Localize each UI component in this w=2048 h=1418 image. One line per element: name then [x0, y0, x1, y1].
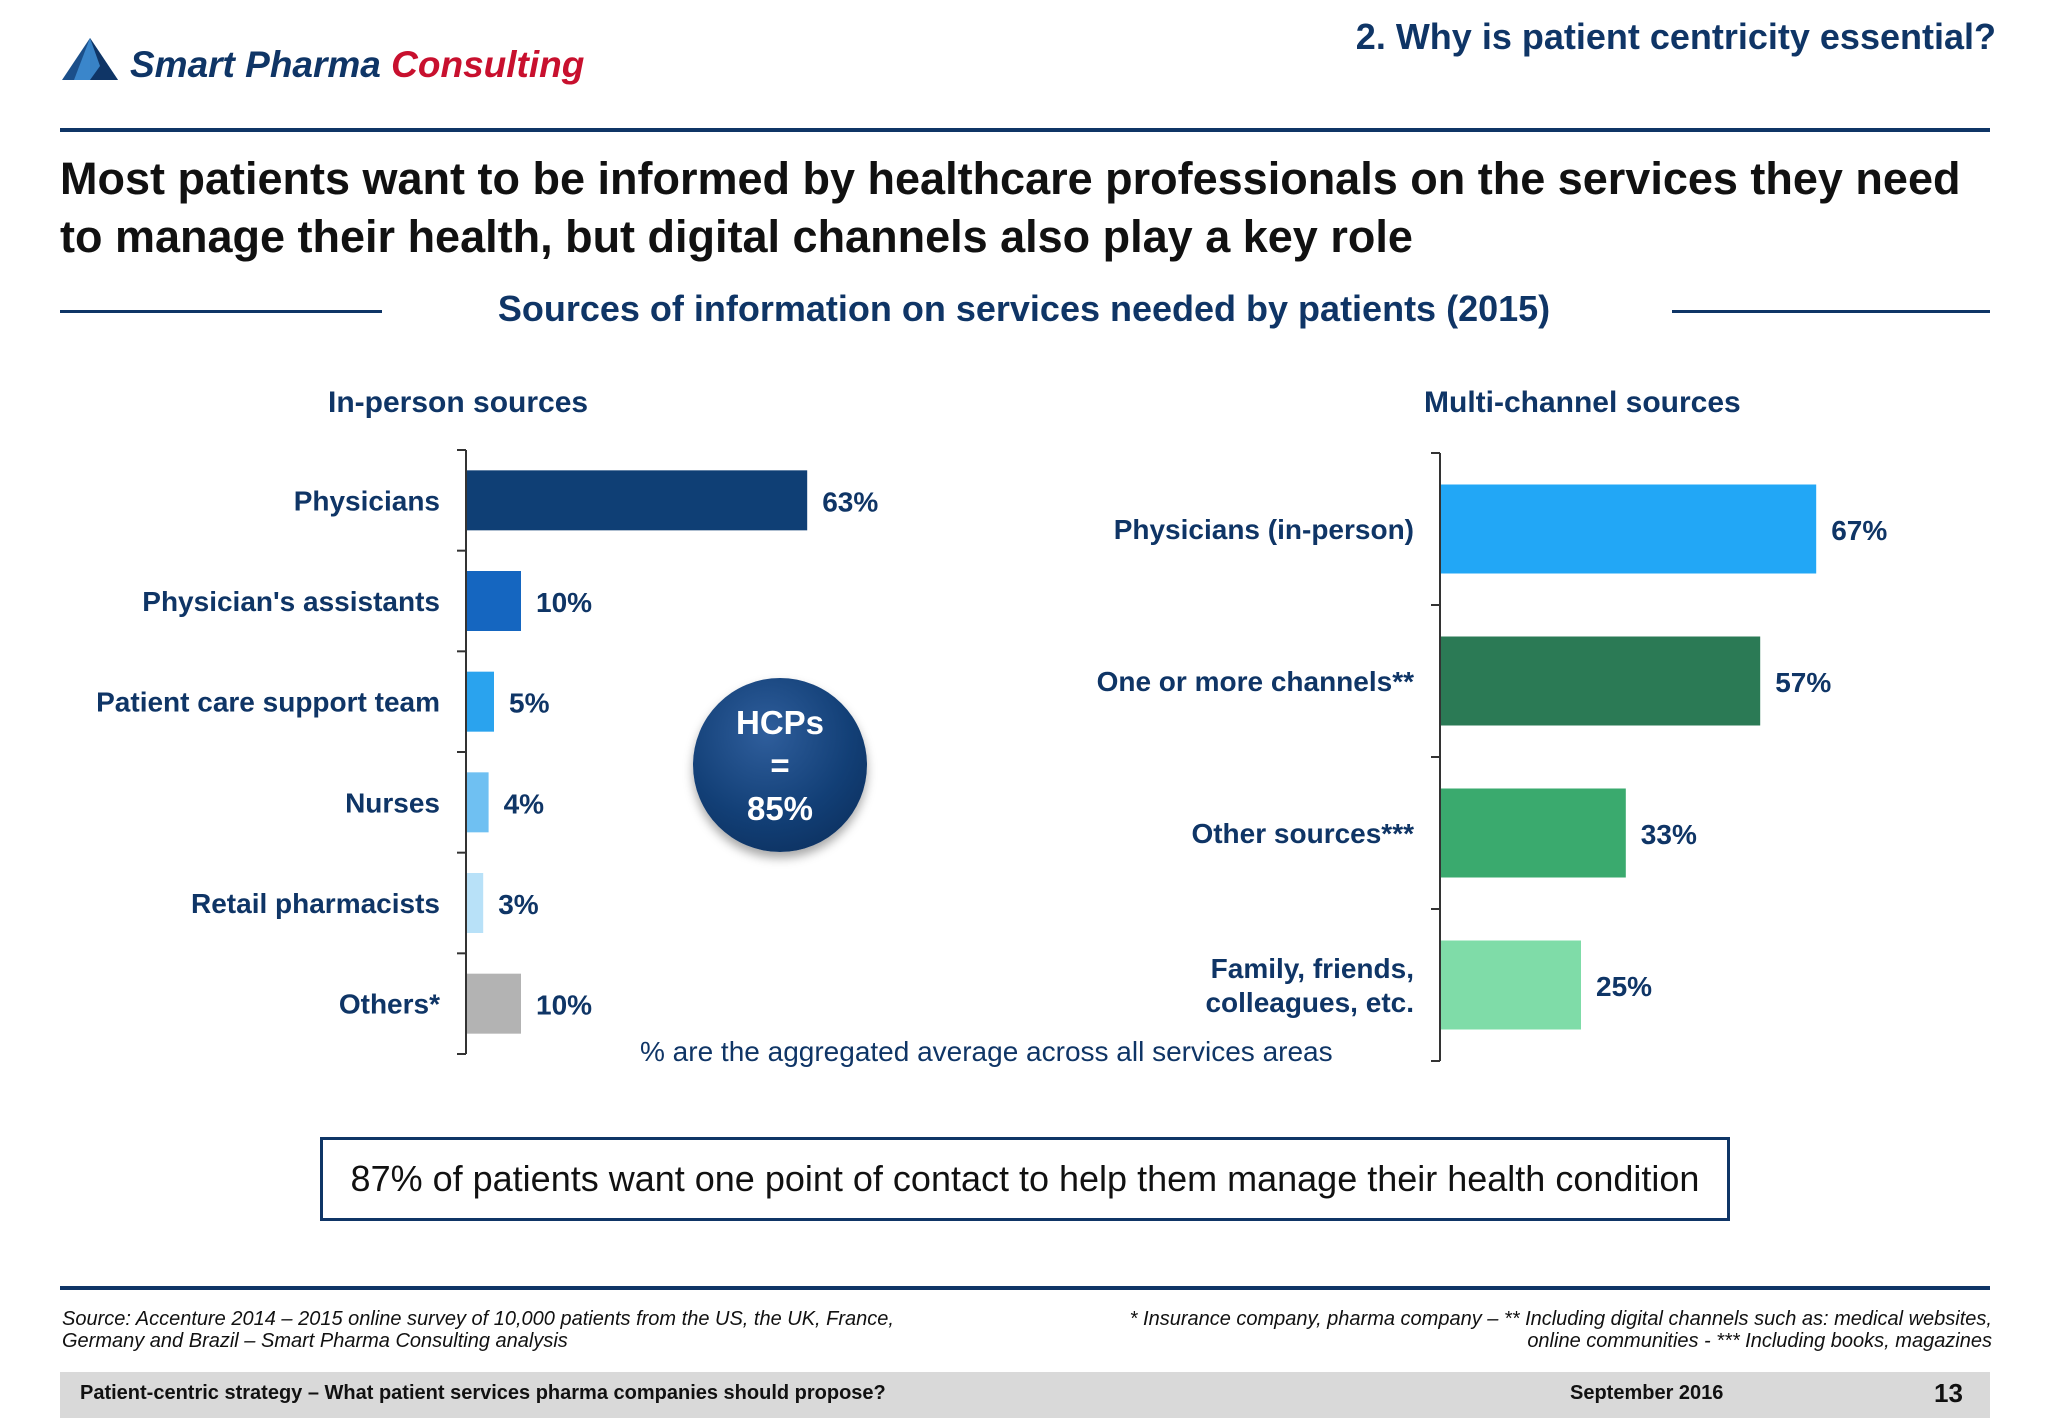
bar-0-5 [467, 973, 521, 1034]
key-finding-callout: 87% of patients want one point of contac… [320, 1137, 1730, 1221]
value-label-0-3: 4% [504, 788, 545, 819]
bar-1-0 [1441, 484, 1817, 574]
category-label-0-1: Physician's assistants [142, 586, 440, 617]
brand-name-part1: Smart Pharma [130, 44, 381, 85]
value-label-0-1: 10% [536, 587, 592, 618]
bar-0-3 [467, 772, 489, 833]
value-label-0-4: 3% [498, 889, 539, 920]
category-label-0-2: Patient care support team [96, 687, 440, 718]
category-label-1-2: Other sources*** [1191, 818, 1414, 849]
hcp-total-bubble: HCPs = 85% [693, 678, 867, 852]
bar-0-0 [467, 470, 808, 531]
hcp-bubble-value: 85% [746, 790, 814, 827]
page-number: 13 [1934, 1378, 1963, 1408]
footer-date: September 2016 [1570, 1382, 1724, 1404]
definitions-line-2: online communities - *** Including books… [1527, 1330, 1992, 1352]
brand-name-part2: Consulting [391, 44, 585, 85]
hcp-bubble-label: HCPs [735, 704, 825, 741]
value-label-0-0: 63% [822, 486, 878, 517]
category-label-0-5: Others* [339, 989, 440, 1020]
triangle-logo-icon [62, 38, 118, 80]
left-panel-title: In-person sources [328, 386, 589, 419]
source-footnote: Source: Accenture 2014 – 2015 online sur… [62, 1308, 1002, 1352]
bar-1-2 [1441, 788, 1626, 878]
bar-0-1 [467, 571, 521, 631]
category-label-0-3: Nurses [345, 787, 440, 818]
brand-logo: Smart Pharma Consulting [60, 36, 660, 96]
subtitle-rule-right [1672, 310, 1990, 313]
footer-bar [60, 1372, 1990, 1418]
value-label-1-0: 67% [1831, 515, 1887, 546]
category-label-1-3-1: colleagues, etc. [1205, 987, 1414, 1018]
category-label-1-1: One or more channels** [1097, 666, 1415, 697]
category-label-0-4: Retail pharmacists [191, 888, 440, 919]
source-line-1: Source: Accenture 2014 – 2015 online sur… [62, 1308, 894, 1330]
value-label-1-1: 57% [1775, 667, 1831, 698]
subtitle-rule-left [60, 310, 382, 313]
source-line-2: Germany and Brazil – Smart Pharma Consul… [62, 1330, 568, 1352]
category-label-0-0: Physicians [294, 485, 440, 516]
key-finding-text: 87% of patients want one point of contac… [350, 1158, 1700, 1199]
aggregation-note: % are the aggregated average across all … [640, 1036, 1333, 1067]
value-label-0-5: 10% [536, 990, 592, 1021]
brand-name: Smart Pharma Consulting [130, 44, 584, 86]
value-label-1-2: 33% [1641, 819, 1697, 850]
bar-0-2 [467, 671, 494, 732]
category-label-1-3-0: Family, friends, [1211, 953, 1414, 984]
hcp-bubble-equals: = [770, 747, 790, 784]
bar-1-1 [1441, 636, 1761, 726]
footer-title: Patient-centric strategy – What patient … [80, 1382, 886, 1404]
bar-0-4 [467, 873, 484, 933]
bar-1-3 [1441, 940, 1581, 1030]
category-label-1-0: Physicians (in-person) [1114, 514, 1414, 545]
definitions-line-1: * Insurance company, pharma company – **… [1129, 1308, 1992, 1330]
chart-subtitle: Sources of information on services neede… [497, 288, 1551, 329]
page-headline: Most patients want to be informed by hea… [60, 153, 1961, 262]
value-label-1-3: 25% [1596, 971, 1652, 1002]
header-divider [60, 128, 1990, 132]
section-title: 2. Why is patient centricity essential? [1355, 16, 1996, 57]
footer-divider [60, 1286, 1990, 1290]
value-label-0-2: 5% [509, 688, 550, 719]
right-panel-title: Multi-channel sources [1424, 386, 1741, 419]
definitions-footnote: * Insurance company, pharma company – **… [1032, 1308, 1992, 1352]
